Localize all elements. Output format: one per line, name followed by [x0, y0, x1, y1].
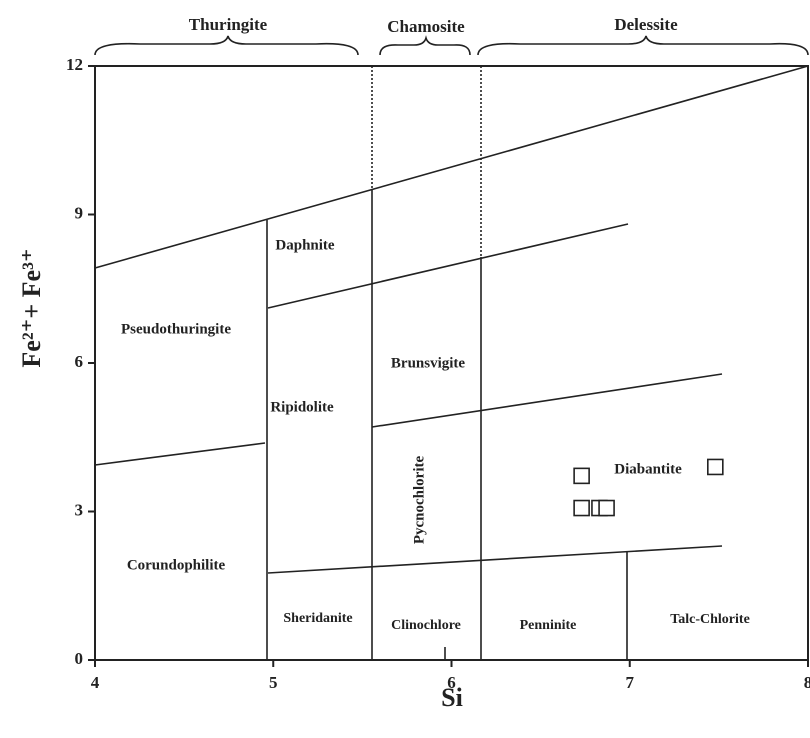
- x-axis-label: Si: [441, 683, 463, 712]
- x-tick-label: 7: [626, 673, 635, 692]
- boundary-line: [267, 223, 629, 309]
- boundary-line: [267, 545, 723, 574]
- region-label: Corundophilite: [127, 557, 226, 573]
- region-label: Penninite: [520, 618, 577, 633]
- region-label: Ripidolite: [270, 399, 334, 415]
- region-label: Talc-Chlorite: [670, 612, 750, 627]
- y-tick-label: 12: [66, 55, 83, 74]
- brace: [477, 35, 809, 56]
- x-tick-label: 5: [269, 673, 278, 692]
- brace: [379, 35, 471, 56]
- point: [573, 499, 590, 517]
- group-label: Delessite: [614, 15, 678, 34]
- region-label: Pseudothuringite: [121, 321, 231, 337]
- boundaries: [94, 65, 809, 660]
- region-label: Sheridanite: [283, 611, 352, 626]
- boundary-line: [94, 65, 809, 269]
- region-label: Daphnite: [275, 237, 335, 253]
- x-tick-label: 8: [804, 673, 810, 692]
- boundary-line: [371, 373, 723, 428]
- point: [707, 458, 724, 476]
- point: [598, 499, 615, 517]
- group-label: Chamosite: [387, 17, 465, 36]
- region-label: Diabantite: [614, 461, 682, 477]
- y-tick-label: 3: [75, 500, 84, 519]
- y-axis-label: Fe²⁺+ Fe³⁺: [17, 248, 46, 367]
- boundary-line: [94, 442, 266, 466]
- region-label: Clinochlore: [391, 618, 461, 633]
- y-tick-label: 9: [75, 203, 84, 222]
- region-label: Pycnochlorite: [411, 456, 427, 545]
- x-tick-label: 4: [91, 673, 100, 692]
- region-label: Brunsvigite: [391, 355, 466, 371]
- braces: [94, 35, 809, 56]
- y-tick-label: 6: [75, 352, 84, 371]
- brace: [94, 35, 359, 56]
- group-label: Thuringite: [189, 15, 268, 34]
- y-tick-label: 0: [75, 649, 84, 668]
- point: [573, 467, 590, 485]
- x-tick-label: 6: [447, 673, 456, 692]
